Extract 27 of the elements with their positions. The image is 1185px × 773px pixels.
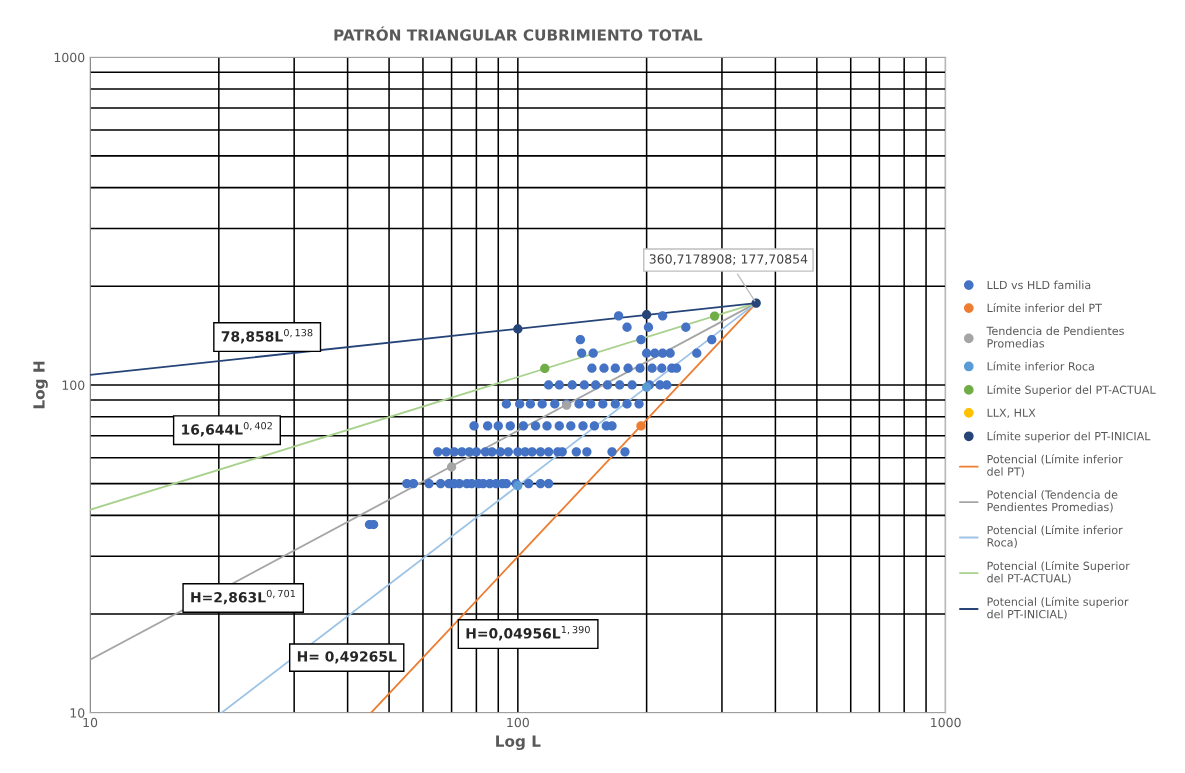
legend-label: Límite inferior del PT (987, 303, 1102, 313)
x-tick-label: 1000 (931, 717, 961, 728)
x-tick-label: 10 (83, 717, 98, 728)
y-tick-label: 100 (62, 380, 85, 390)
annotation: H=2,863L$^{0,701}$ (191, 589, 296, 605)
y-tick-label: 10 (70, 708, 85, 718)
x-axis-title: Log L (496, 735, 541, 751)
annotation: H= 0,49265L (297, 651, 397, 664)
x-tick-label: 100 (507, 717, 529, 728)
legend-label: Límite Superior del PT-ACTUAL (987, 384, 1156, 397)
legend-label: Límite superior del PT-INICIAL (987, 431, 1151, 443)
legend-label: Potencial (Límite inferior del PT) (987, 454, 1123, 478)
y-axis-title: Log H (33, 361, 48, 409)
legend-label: Potencial (Límite inferior Roca) (987, 525, 1123, 548)
data-label: 360,7178908; 177,70854 (649, 254, 808, 265)
legend-label: Potencial (Tendencia de Pendientes Promedias) (987, 490, 1118, 513)
legend-label: LLX, HLX (987, 408, 1036, 419)
legend-label: Potencial (Límite superior del PT-INICIAL) (987, 596, 1129, 620)
chart-title: PATRÓN TRIANGULAR CUBRIMIENTO TOTAL (334, 26, 703, 41)
annotation: 16,644L$^{0,402}$ (182, 422, 272, 437)
legend-label: Potencial (Límite Superior del PT-ACTUAL) (987, 560, 1130, 584)
annotation: H=0,04956L$^{1,390}$ (466, 625, 590, 641)
y-tick-label: 1000 (54, 52, 85, 63)
legend-label: LLD vs HLD familia (987, 280, 1091, 290)
legend-label: Tendencia de Pendientes Promedias (986, 326, 1124, 348)
annotation: 78,858L$^{0,138}$ (221, 328, 313, 344)
legend-label: Límite inferior Roca (987, 361, 1094, 371)
